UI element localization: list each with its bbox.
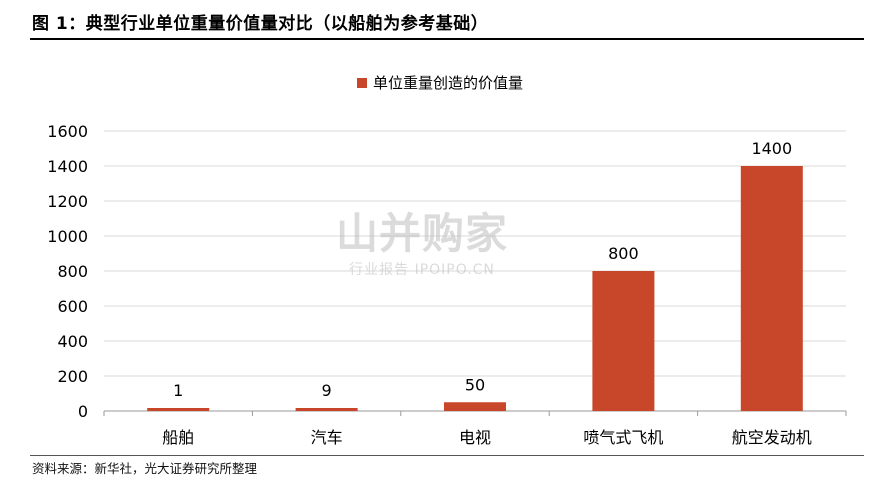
x-tick-label: 电视 bbox=[459, 428, 491, 447]
bar bbox=[592, 271, 655, 411]
data-label: 1400 bbox=[751, 139, 792, 158]
data-label: 800 bbox=[608, 244, 639, 263]
y-tick-label: 1200 bbox=[47, 192, 88, 211]
bar bbox=[295, 408, 358, 411]
title-rule bbox=[30, 38, 864, 40]
bar bbox=[147, 408, 210, 411]
x-tick-label: 喷气式飞机 bbox=[583, 428, 663, 447]
y-tick-label: 600 bbox=[57, 297, 88, 316]
x-tick-label: 船舶 bbox=[162, 428, 194, 447]
legend-swatch bbox=[357, 78, 367, 88]
figure-title: 图 1：典型行业单位重量价值量对比（以船舶为参考基础） bbox=[32, 14, 489, 34]
y-tick-label: 800 bbox=[57, 262, 88, 281]
data-label: 9 bbox=[322, 381, 332, 400]
bar bbox=[740, 166, 803, 411]
y-tick-label: 200 bbox=[57, 367, 88, 386]
y-tick-label: 400 bbox=[57, 332, 88, 351]
bottom-rule bbox=[30, 455, 864, 456]
legend-label: 单位重量创造的价值量 bbox=[373, 74, 523, 92]
y-tick-label: 0 bbox=[78, 402, 88, 421]
y-tick-label: 1000 bbox=[47, 227, 88, 246]
bar bbox=[444, 402, 506, 411]
x-tick-label: 航空发动机 bbox=[732, 428, 812, 447]
y-tick-label: 1400 bbox=[47, 157, 88, 176]
data-label: 50 bbox=[465, 375, 485, 394]
source-note: 资料来源：新华社，光大证券研究所整理 bbox=[32, 461, 258, 476]
data-label: 1 bbox=[173, 381, 183, 400]
x-tick-label: 汽车 bbox=[311, 428, 343, 447]
y-tick-label: 1600 bbox=[47, 122, 88, 141]
